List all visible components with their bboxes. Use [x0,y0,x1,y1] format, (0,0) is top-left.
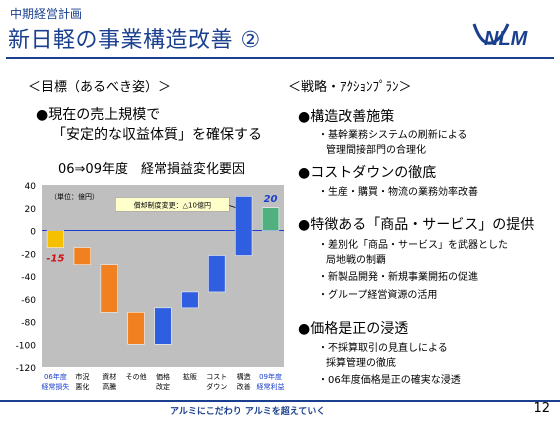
y-tick-label: 40 [25,182,37,192]
x-tick-label: 改善 [237,382,251,391]
x-tick-label: 経常損失 [41,382,69,391]
x-tick-label: ダウン [206,382,227,391]
strategy-sub: ・新製品開発・新規事業開拓の促進 [318,272,478,283]
y-tick-label: -120 [16,364,37,374]
value-label: -15 [46,254,64,265]
x-tick-label: コスト [206,373,227,381]
header-divider [6,57,554,59]
goal-heading: ＜目標（あるべき姿）＞ [28,80,172,95]
x-tick-label: 改定 [156,382,170,391]
strategy-sub: 局地戦の制覇 [326,255,386,266]
x-tick-label: 構造 [237,372,251,381]
annotation-box [115,197,230,212]
x-tick-label: 経常利益 [257,382,285,391]
bar-8 [261,207,280,231]
bar-4 [154,307,172,345]
y-tick-label: -20 [21,250,36,260]
strategy-item-structure: ●構造改善施策 [298,109,395,125]
y-tick-label: -60 [21,296,36,306]
strategy-sub: ・不採算取引の見直しによる [318,343,448,354]
page-number: 12 [533,401,550,416]
strategy-item-pricing: ●価格是正の浸透 [298,321,409,337]
document-subtitle: 中期経営計画 [10,7,83,21]
bar-1 [73,247,91,265]
y-tick-label: -40 [21,273,36,283]
strategy-sub: ・グループ経営資源の活用 [318,290,438,301]
strategy-sub: ・06年度価格是正の確実な浸透 [318,375,461,386]
bar-6 [208,255,226,293]
bar-2 [100,264,118,313]
x-tick-label: 資材 [102,372,116,381]
y-tick-label: 0 [30,228,36,238]
x-tick-label: 市況 [75,372,89,381]
chart-title: 06⇒09年度 経常損益変化要因 [58,162,245,177]
bar-3 [127,312,145,345]
goal-bullet: ●現在の売上規模で [36,107,161,123]
x-tick-label: 09年度 [259,372,282,381]
footer-slogan: アルミにこだわり アルミを超えていく [170,407,326,417]
bar-0 [46,230,65,248]
logo-text: NLM [484,28,529,50]
strategy-heading: ＜戦略・ｱｸｼｮﾝﾌﾟﾗﾝ＞ [288,80,412,95]
footer-bar [0,400,560,422]
strategy-item-costdown: ●コストダウンの徹底 [298,165,437,181]
value-label: 20 [264,194,278,205]
x-tick-label: 高騰 [102,382,116,391]
strategy-sub: 採算管理の徹底 [326,358,396,369]
company-logo: NLM [472,23,529,50]
annotation-text: 償却制度変更：△10億円 [134,200,211,209]
annotation-leader [229,205,236,208]
y-tick-label: -100 [16,341,37,351]
x-tick-label: 06年度 [44,372,67,381]
x-tick-label: 価格 [156,372,170,381]
x-tick-label: 拡販 [183,372,197,381]
strategy-sub: ・基幹業務システムの刷新による [318,130,468,141]
profit-change-chart: （単位：億円） 40 20 0 -20 -40 -60 -80 -100 -120 06年度経常損失… [16,182,285,391]
goal-bullet-cont: 「安定的な収益体質」を確保する [52,127,262,143]
strategy-sub: ・生産・購買・物流の業務効率改善 [318,187,478,198]
bar-5 [181,291,199,309]
strategy-item-products: ●特徴ある「商品・サービス」の提供 [298,217,535,233]
unit-label: （単位：億円） [50,192,99,201]
bar-7 [235,196,253,256]
y-tick-label: -80 [21,319,36,329]
x-tick-label: 悪化 [75,382,89,391]
page-title: 新日軽の事業構造改善 ② [8,28,261,53]
strategy-sub: 管理間接部門の合理化 [326,145,426,156]
y-tick-label: 20 [25,205,37,215]
strategy-sub: ・差別化「商品・サービス」を武器とした [318,240,508,251]
x-tick-label: その他 [126,372,147,381]
